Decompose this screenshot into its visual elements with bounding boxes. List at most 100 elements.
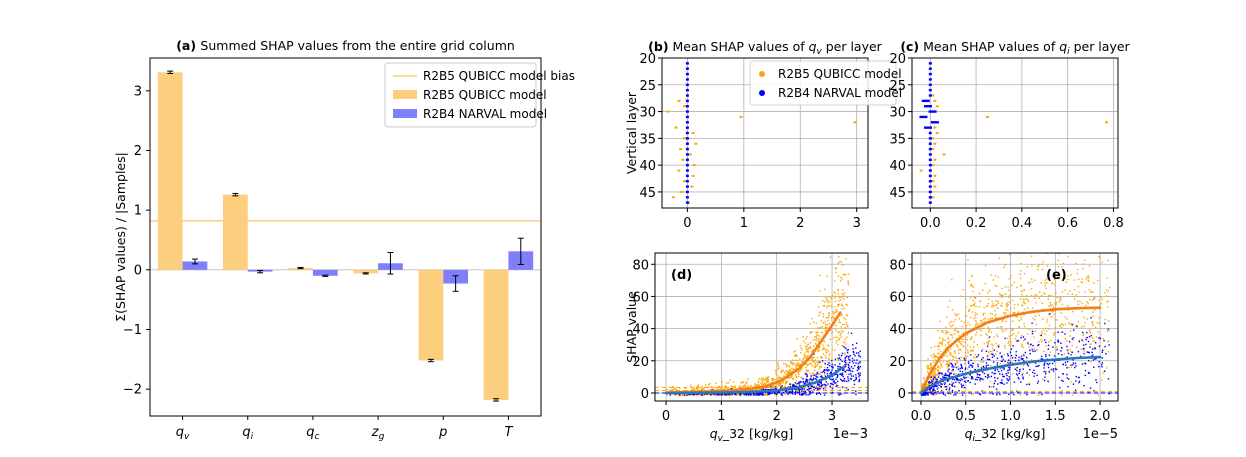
sample-point-qubicc	[971, 290, 974, 293]
sample-point-qubicc	[777, 393, 779, 395]
sample-point-qubicc	[1081, 348, 1084, 350]
sample-point-qubicc	[844, 318, 847, 320]
sample-point-qubicc	[1081, 310, 1083, 313]
sample-point-qubicc	[1007, 342, 1009, 344]
sample-point-qubicc	[714, 394, 717, 396]
sample-point-narval	[948, 389, 951, 391]
sample-point-qubicc	[1092, 340, 1095, 342]
sample-point-qubicc	[809, 347, 812, 350]
sample-point-qubicc	[811, 365, 813, 367]
fit-curve-qubicc	[664, 311, 842, 394]
sample-point-qubicc	[987, 337, 990, 339]
sample-point-qubicc	[1056, 296, 1058, 299]
sample-point-narval	[829, 371, 832, 373]
sample-point-qubicc	[781, 377, 783, 379]
sample-point-qubicc	[940, 330, 943, 332]
sample-point-qubicc	[784, 393, 787, 396]
sample-point-narval	[983, 372, 986, 375]
sample-point-narval	[1005, 372, 1007, 375]
sample-point-narval	[1038, 343, 1040, 346]
sample-point-narval	[686, 394, 688, 396]
sample-point-qubicc	[1019, 270, 1022, 272]
sample-point-narval	[929, 382, 931, 384]
sample-point-qubicc	[806, 335, 808, 338]
sample-point-qubicc	[1100, 302, 1103, 305]
sample-point-qubicc	[957, 366, 959, 368]
point-qubicc	[933, 174, 937, 177]
point-narval	[685, 131, 689, 135]
sample-point-qubicc	[814, 363, 816, 365]
sample-point-narval	[765, 388, 767, 391]
sample-point-narval	[944, 394, 947, 396]
sample-point-qubicc	[999, 292, 1001, 295]
sample-point-qubicc	[777, 377, 779, 379]
sample-point-narval	[1092, 354, 1094, 356]
sample-point-qubicc	[1082, 263, 1085, 265]
sample-point-narval	[754, 394, 757, 396]
sample-point-narval	[848, 367, 851, 370]
sample-point-qubicc	[952, 324, 954, 326]
sample-point-narval	[840, 379, 843, 382]
sample-point-qubicc	[1007, 286, 1009, 288]
sample-point-qubicc	[964, 320, 967, 322]
sample-point-qubicc	[1088, 330, 1091, 332]
sample-point-qubicc	[1067, 278, 1069, 281]
sample-point-qubicc	[1092, 315, 1094, 318]
sample-point-qubicc	[815, 336, 818, 338]
sample-point-qubicc	[829, 329, 832, 331]
sample-point-qubicc	[1020, 334, 1023, 337]
sample-point-qubicc	[1035, 363, 1037, 365]
sample-point-qubicc	[822, 347, 825, 349]
point-narval	[928, 147, 932, 151]
sample-point-qubicc	[757, 385, 759, 387]
point-narval	[685, 185, 689, 188]
sample-point-qubicc	[1005, 329, 1007, 331]
sample-point-narval	[808, 379, 811, 381]
sample-point-narval	[820, 381, 823, 384]
sample-point-narval	[710, 393, 712, 396]
sample-point-qubicc	[1101, 379, 1103, 381]
sample-point-narval	[926, 392, 928, 395]
sample-point-qubicc	[1088, 265, 1091, 267]
sample-point-qubicc	[778, 367, 780, 369]
point-narval	[685, 83, 689, 86]
sample-point-qubicc	[1002, 319, 1004, 322]
offset-text: 1e−5	[1083, 427, 1118, 442]
sample-point-qubicc	[963, 345, 965, 348]
sample-point-qubicc	[1041, 302, 1043, 305]
sample-point-qubicc	[1076, 246, 1077, 247]
sample-point-qubicc	[693, 387, 696, 390]
sample-point-narval	[744, 393, 747, 395]
sample-point-qubicc	[1040, 338, 1042, 341]
y-tick-label: 40	[639, 159, 656, 174]
sample-point-qubicc	[798, 373, 800, 376]
sample-point-qubicc	[774, 369, 777, 372]
fit-curve-qubicc	[919, 306, 1102, 395]
sample-point-qubicc	[1061, 291, 1064, 293]
sample-point-narval	[1083, 352, 1085, 355]
sample-point-narval	[813, 377, 815, 379]
sample-point-qubicc	[729, 379, 732, 381]
sample-point-narval	[1090, 334, 1093, 337]
sample-point-qubicc	[847, 283, 850, 286]
sample-point-qubicc	[1086, 276, 1088, 278]
sample-point-qubicc	[818, 366, 821, 368]
sample-point-qubicc	[926, 384, 928, 386]
sample-point-qubicc	[745, 386, 747, 388]
sample-point-qubicc	[1071, 394, 1074, 396]
sample-point-narval	[855, 377, 857, 380]
bar-qubicc-T	[483, 269, 509, 400]
sample-point-qubicc	[817, 334, 819, 337]
sample-point-narval	[840, 393, 842, 395]
sample-point-narval	[957, 379, 959, 381]
sample-point-narval	[843, 369, 845, 371]
sample-point-qubicc	[936, 369, 939, 371]
x-tick-label: 3	[828, 409, 836, 424]
sample-point-qubicc	[1090, 343, 1092, 345]
sample-point-qubicc	[792, 359, 794, 361]
sample-point-qubicc	[988, 331, 990, 333]
sample-point-qubicc	[765, 394, 767, 396]
sample-point-qubicc	[927, 358, 929, 360]
sample-point-qubicc	[721, 387, 723, 389]
sample-point-narval	[1081, 339, 1083, 341]
